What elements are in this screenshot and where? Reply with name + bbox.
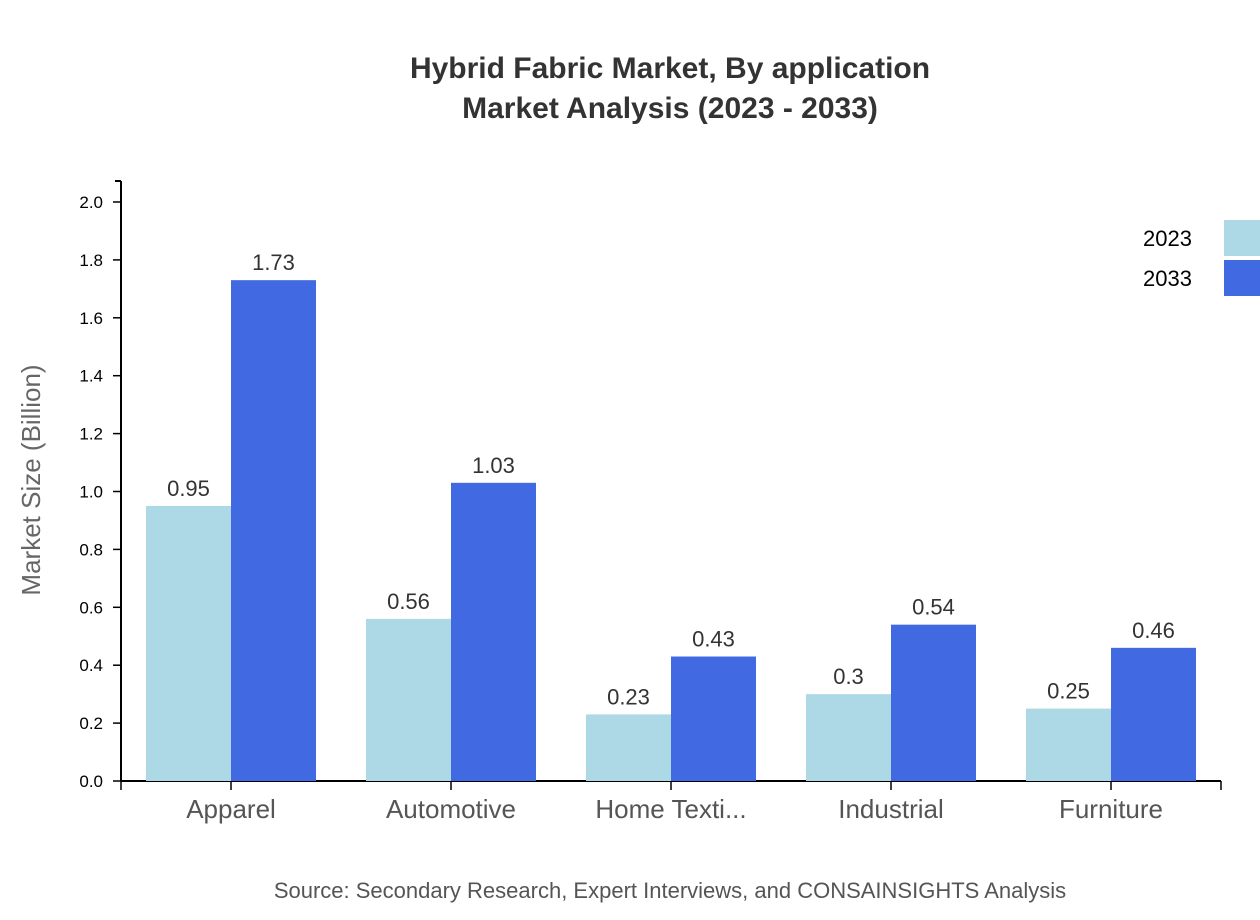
bar-2023[interactable]: [1026, 708, 1111, 781]
legend-swatch-2023[interactable]: [1224, 220, 1260, 256]
y-tick-label: 1.4: [79, 367, 103, 386]
bar-2033[interactable]: [1111, 647, 1196, 781]
legend-label-2023[interactable]: 2023: [1143, 226, 1192, 251]
x-tick-label: Industrial: [838, 794, 944, 824]
bar-value-label: 0.56: [387, 589, 430, 614]
bar-value-label: 0.54: [912, 595, 955, 620]
x-tick-label: Furniture: [1059, 794, 1163, 824]
legend: 2023 2033: [1143, 220, 1260, 296]
x-axis: Apparel Automotive Home Texti... Industrial…: [120, 780, 1222, 824]
y-tick-label: 1.8: [79, 251, 103, 270]
chart-title: Hybrid Fabric Market, By application: [409, 52, 931, 85]
legend-label-2033[interactable]: 2033: [1143, 266, 1192, 291]
y-tick-label: 0.2: [79, 714, 103, 733]
bar-value-label: 1.73: [252, 250, 295, 275]
y-tick-label: 1.2: [79, 425, 103, 444]
bar-2033[interactable]: [891, 624, 976, 781]
legend-swatch-2033[interactable]: [1224, 260, 1260, 296]
bar-value-label: 1.03: [472, 453, 515, 478]
bar-value-label: 0.25: [1047, 679, 1090, 704]
bar-value-label: 0.95: [167, 476, 210, 501]
chart-subtitle: Market Analysis (2023 - 2033): [462, 92, 878, 125]
bar-value-label: 0.23: [607, 684, 650, 709]
y-tick-label: 1.6: [79, 309, 103, 328]
y-axis-label: Market Size (Billion): [16, 364, 46, 595]
x-tick-label: Home Texti...: [595, 794, 746, 824]
bar-value-label: 0.46: [1132, 618, 1175, 643]
bar-2023[interactable]: [146, 505, 231, 781]
bar-2033[interactable]: [451, 482, 536, 781]
bar-2023[interactable]: [586, 714, 671, 781]
y-tick-label: 0.6: [79, 598, 103, 617]
y-axis: 0.0 0.2 0.4 0.6 0.8 1.0 1.2 1.4 1.6 1.8 2.0: [79, 180, 122, 791]
bar-2033[interactable]: [671, 656, 756, 781]
x-tick-label: Apparel: [186, 794, 276, 824]
bar-value-label: 0.3: [833, 664, 864, 689]
y-tick-label: 1.0: [79, 483, 103, 502]
bar-value-label: 0.43: [692, 627, 735, 652]
y-tick-label: 0.4: [79, 656, 103, 675]
x-tick-label: Automotive: [386, 794, 516, 824]
bar-2023[interactable]: [366, 618, 451, 781]
y-tick-label: 0.0: [79, 772, 103, 791]
bars: 0.95 1.73 0.56 1.03 0.23 0.43 0.3 0.54 0.25 0.46: [146, 250, 1196, 781]
source-note: Source: Secondary Research, Expert Inter…: [273, 878, 1067, 903]
y-tick-label: 0.8: [79, 540, 103, 559]
bar-2023[interactable]: [806, 694, 891, 781]
bar-2033[interactable]: [231, 280, 316, 781]
y-tick-label: 2.0: [79, 193, 103, 212]
